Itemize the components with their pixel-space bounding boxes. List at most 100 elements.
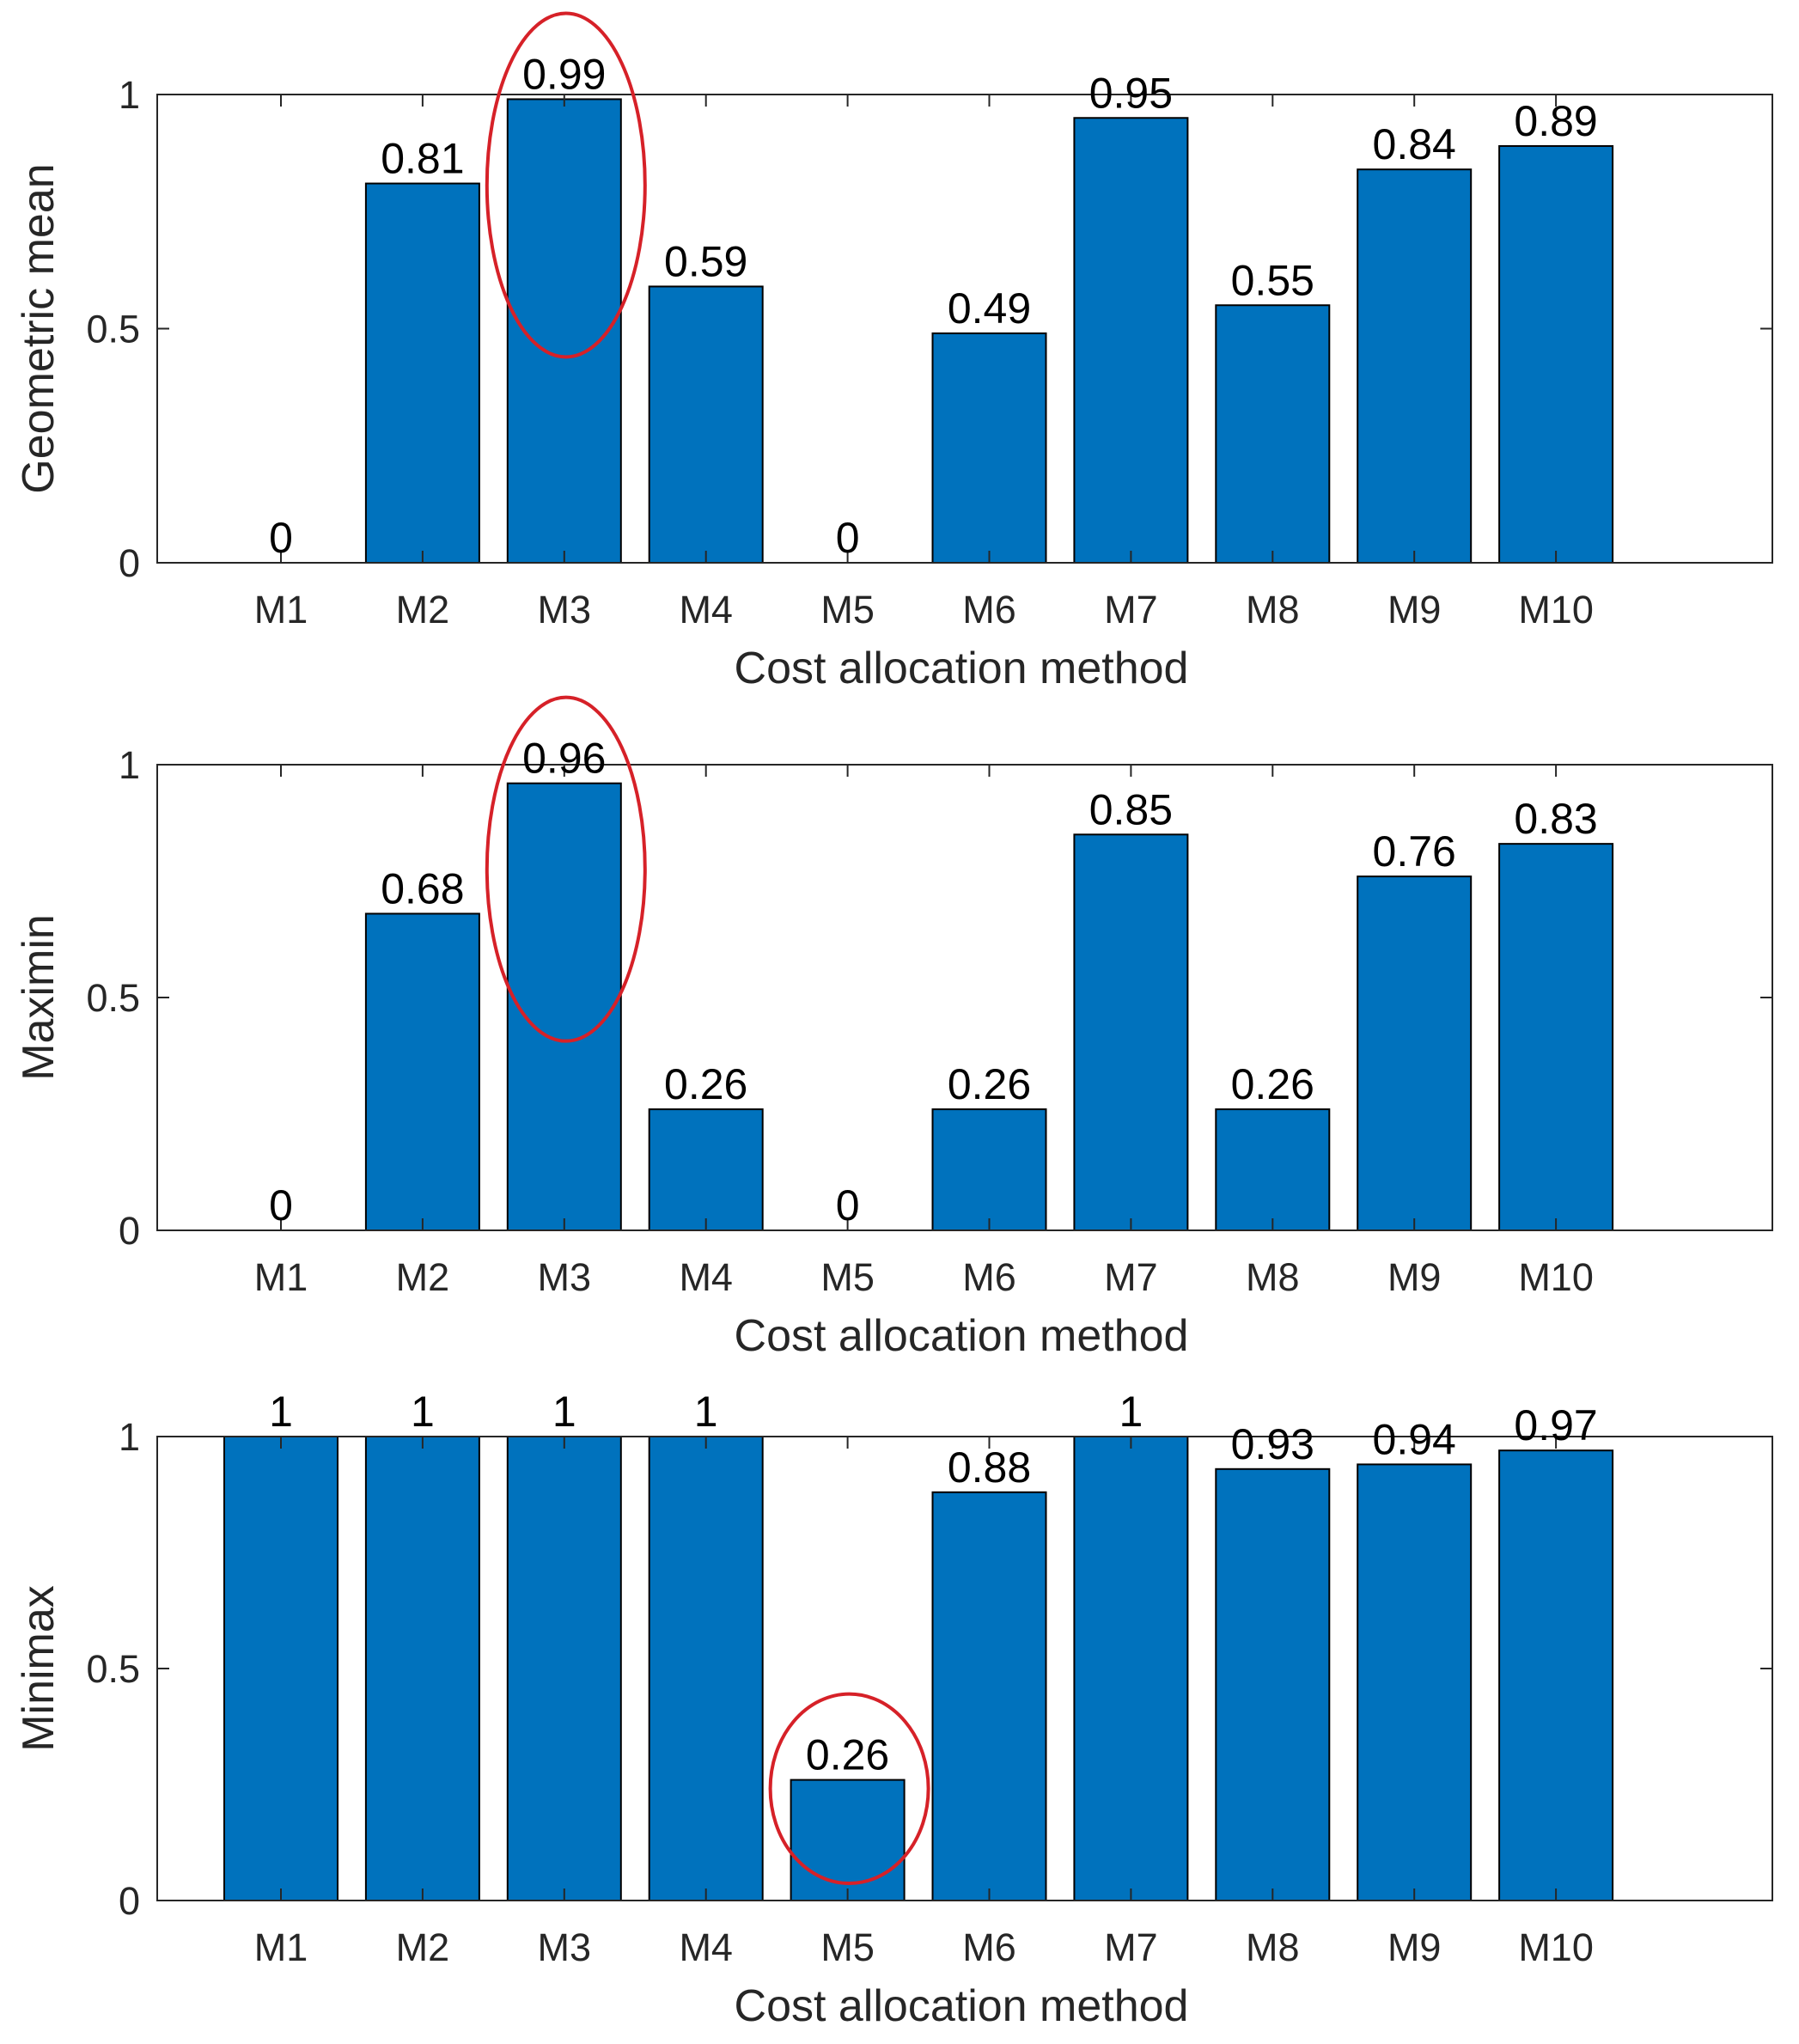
y-tick-label: 0 bbox=[119, 541, 140, 585]
data-label: 1 bbox=[694, 1388, 718, 1436]
x-tick-label: M10 bbox=[1518, 588, 1594, 632]
bar-m6 bbox=[931, 1491, 1047, 1902]
y-tick-label: 0.5 bbox=[86, 308, 140, 351]
x-tick-label: M7 bbox=[1104, 1255, 1158, 1299]
y-tick-label: 1 bbox=[119, 743, 140, 787]
bar-m10 bbox=[1498, 843, 1614, 1231]
y-tick-label: 0 bbox=[119, 1879, 140, 1923]
x-tick-label: M7 bbox=[1104, 1925, 1158, 1969]
x-tick-label: M9 bbox=[1387, 588, 1442, 632]
y-tick-label: 1 bbox=[119, 73, 140, 117]
data-label: 1 bbox=[1119, 1388, 1143, 1436]
data-label: 0.93 bbox=[1231, 1420, 1314, 1468]
y-tick-label: 1 bbox=[119, 1415, 140, 1459]
x-tick-label: M3 bbox=[538, 1925, 592, 1969]
y-tick-label: 0.5 bbox=[86, 976, 140, 1020]
x-tick-label: M4 bbox=[679, 588, 733, 632]
data-label: 0.76 bbox=[1373, 827, 1456, 876]
bar-m9 bbox=[1357, 876, 1473, 1232]
bar-m4 bbox=[648, 285, 764, 564]
data-label: 0 bbox=[269, 514, 293, 562]
data-label: 0.26 bbox=[948, 1060, 1031, 1108]
x-tick-label: M8 bbox=[1246, 588, 1300, 632]
bar-m4 bbox=[648, 1436, 764, 1901]
x-tick-label: M7 bbox=[1104, 588, 1158, 632]
data-label: 0.55 bbox=[1231, 256, 1314, 304]
y-tick-label: 0.5 bbox=[86, 1647, 140, 1691]
data-label: 0.99 bbox=[522, 50, 606, 98]
data-label: 0.84 bbox=[1373, 120, 1456, 168]
data-label: 0.68 bbox=[381, 864, 464, 912]
x-tick-label: M1 bbox=[254, 588, 308, 632]
y-axis-label: Minimax bbox=[14, 1585, 64, 1752]
x-tick-label: M9 bbox=[1387, 1925, 1442, 1969]
x-tick-label: M3 bbox=[538, 588, 592, 632]
y-tick-label: 0 bbox=[119, 1209, 140, 1253]
x-tick-label: M10 bbox=[1518, 1255, 1594, 1299]
data-label: 0.89 bbox=[1514, 97, 1597, 145]
x-tick-label: M4 bbox=[679, 1255, 733, 1299]
bar-m3 bbox=[506, 782, 622, 1231]
x-tick-label: M6 bbox=[962, 1255, 1016, 1299]
x-tick-label: M4 bbox=[679, 1925, 733, 1969]
y-axis-label: Geometric mean bbox=[14, 163, 64, 493]
x-tick-label: M8 bbox=[1246, 1925, 1300, 1969]
x-axis-label: Cost allocation method bbox=[735, 644, 1189, 693]
bar-m2 bbox=[364, 182, 480, 564]
data-label: 0.83 bbox=[1514, 795, 1597, 843]
bar-m7 bbox=[1073, 833, 1189, 1231]
bar-m8 bbox=[1215, 304, 1331, 564]
data-label: 0.95 bbox=[1089, 69, 1173, 117]
data-label: 0.94 bbox=[1373, 1415, 1456, 1463]
panel-3: 0 0.5 1 M1 M2 M3 M4 M5 M6 M7 M8 M9 M10 1 1 1 1 0.26 0.88 1 0… bbox=[14, 1388, 1773, 2031]
data-label: 1 bbox=[411, 1388, 435, 1436]
data-label: 0 bbox=[269, 1181, 293, 1229]
data-label: 1 bbox=[552, 1388, 576, 1436]
y-axis-label: Maximin bbox=[14, 914, 64, 1081]
data-label: 0.85 bbox=[1089, 785, 1173, 833]
x-tick-label: M5 bbox=[820, 1255, 875, 1299]
x-tick-label: M5 bbox=[820, 588, 875, 632]
bar-m10 bbox=[1498, 144, 1614, 564]
bar-m2 bbox=[364, 912, 480, 1231]
x-tick-label: M6 bbox=[962, 1925, 1016, 1969]
x-tick-label: M10 bbox=[1518, 1925, 1594, 1969]
x-tick-label: M2 bbox=[396, 588, 450, 632]
bar-m4 bbox=[648, 1108, 764, 1231]
data-label: 0.26 bbox=[1231, 1060, 1314, 1108]
x-tick-label: M2 bbox=[396, 1925, 450, 1969]
bar-m7 bbox=[1073, 117, 1189, 564]
bar-m3 bbox=[506, 1436, 622, 1901]
x-tick-label: M1 bbox=[254, 1255, 308, 1299]
bar-m8 bbox=[1215, 1467, 1331, 1902]
x-tick-label: M8 bbox=[1246, 1255, 1300, 1299]
x-tick-label: M1 bbox=[254, 1925, 308, 1969]
data-label: 0.81 bbox=[381, 135, 464, 183]
bar-m6 bbox=[931, 332, 1047, 564]
bar-m5 bbox=[790, 1779, 906, 1902]
panel-2: 0 0.5 1 M1 M2 M3 M4 M5 M6 M7 M8 M9 M10 0 0.68 0.96 0.26 0… bbox=[14, 695, 1773, 1361]
bar-m10 bbox=[1498, 1449, 1614, 1901]
highlight-ellipse-m3 bbox=[485, 11, 647, 359]
bar-m8 bbox=[1215, 1108, 1331, 1231]
bar-m9 bbox=[1357, 168, 1473, 564]
x-tick-label: M5 bbox=[820, 1925, 875, 1969]
bar-m7 bbox=[1073, 1436, 1189, 1901]
data-label: 1 bbox=[269, 1388, 293, 1436]
x-axis-label: Cost allocation method bbox=[735, 1981, 1189, 2031]
data-label: 0.26 bbox=[664, 1060, 747, 1108]
x-tick-label: M6 bbox=[962, 588, 1016, 632]
data-label: 0 bbox=[836, 514, 860, 562]
highlight-ellipse-m3 bbox=[485, 695, 647, 1043]
data-label: 0.49 bbox=[948, 284, 1031, 333]
x-tick-label: M3 bbox=[538, 1255, 592, 1299]
x-tick-label: M9 bbox=[1387, 1255, 1442, 1299]
bar-m2 bbox=[364, 1436, 480, 1901]
bar-m9 bbox=[1357, 1463, 1473, 1902]
data-label: 0.96 bbox=[522, 735, 606, 783]
data-label: 0 bbox=[836, 1181, 860, 1229]
data-label: 0.26 bbox=[806, 1731, 889, 1779]
data-label: 0.59 bbox=[664, 237, 747, 285]
data-label: 0.97 bbox=[1514, 1401, 1597, 1449]
